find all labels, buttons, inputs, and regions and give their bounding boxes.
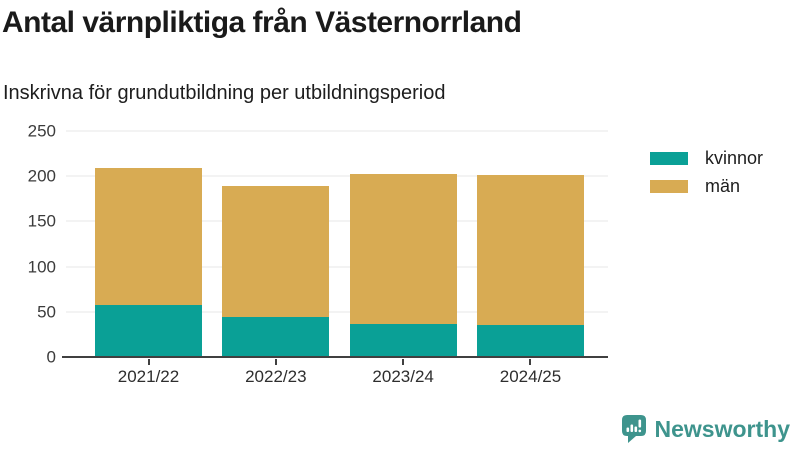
bar-segment-män-2022/23 [222,186,330,318]
gridline-150 [66,220,608,222]
legend-swatch-män [650,179,688,193]
bar-segment-kvinnor-2023/24 [349,323,457,357]
x-tick-label-2022/23: 2022/23 [245,367,307,386]
bar-segment-män-2021/22 [95,168,202,306]
x-tick-label-2021/22: 2021/22 [117,367,180,386]
chart-title: Antal värnpliktiga från Västernorrland [2,6,522,39]
y-axis-labels: 0 50 100 150 200 250 [0,123,56,366]
gridline-250 [66,130,608,132]
chart-subtitle: Inskrivna för grundutbildning per utbild… [3,82,446,104]
bar-segment-män-2024/25 [476,175,584,326]
bars-container [66,131,608,357]
bar-segment-kvinnor-2021/22 [95,305,202,357]
bar-segment-män-2023/24 [349,174,457,324]
bar-2022/23 [222,131,330,357]
x-axis-labels: 2021/22 2022/23 2023/24 2024/25 [66,367,608,387]
y-tick-label-200: 200 [27,166,56,186]
legend-item-kvinnor: kvinnor [650,149,763,167]
gridline-200 [66,175,608,177]
bar-2024/25 [476,131,584,357]
newsworthy-bubble-chart-icon [621,415,646,443]
x-tick-label-2024/25: 2024/25 [499,367,562,386]
newsworthy-logo: Newsworthy [621,414,790,444]
x-axis-line [62,356,608,358]
legend-swatch-kvinnor [650,151,688,165]
gridline-50 [66,311,608,313]
legend-label-kvinnor: kvinnor [705,148,764,168]
bar-segment-kvinnor-2022/23 [222,317,330,357]
y-tick-label-250: 250 [27,121,56,141]
y-tick-label-0: 0 [46,347,56,367]
legend-label-män: män [705,176,741,196]
plot-area [66,130,608,357]
bar-2021/22 [95,131,202,357]
newsworthy-logo-text: Newsworthy [654,415,790,442]
y-tick-label-100: 100 [27,257,56,277]
y-tick-label-50: 50 [37,302,56,322]
x-tick-label-2023/24: 2023/24 [372,367,434,386]
y-tick-label-150: 150 [27,211,56,231]
bar-2023/24 [349,131,457,357]
bar-segment-kvinnor-2024/25 [476,325,584,357]
legend: kvinnor män [650,149,763,205]
gridline-100 [66,266,608,268]
legend-item-män: män [650,177,763,195]
